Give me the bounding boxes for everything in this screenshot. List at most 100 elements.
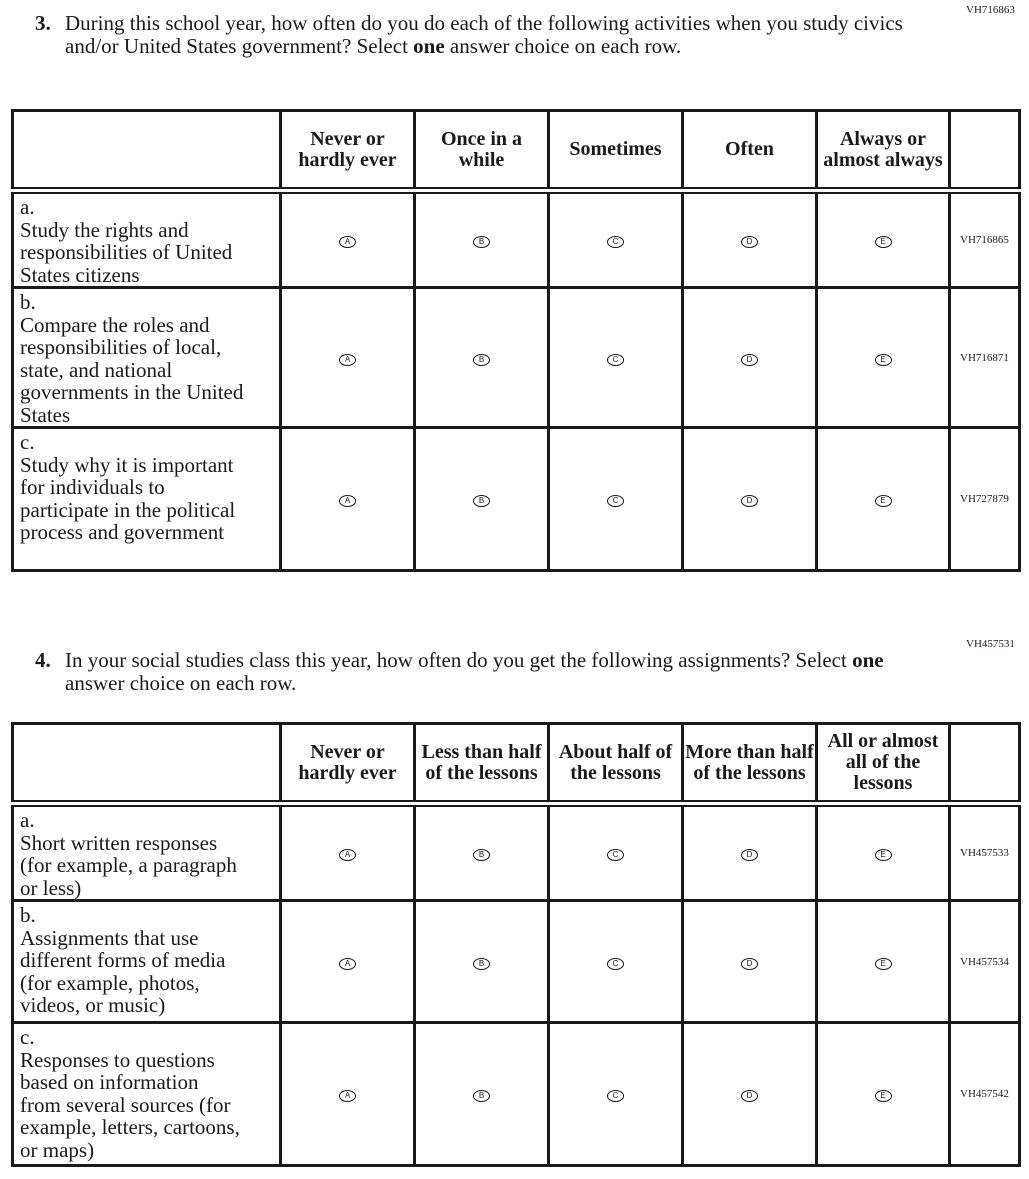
table-row: a.Study the rights and responsibilities …	[11, 189, 1021, 289]
answer-bubble-a[interactable]: A	[339, 1090, 356, 1102]
answer-cell: A	[279, 189, 416, 289]
answer-bubble-c[interactable]: C	[607, 236, 624, 248]
column-header: Always or almost always	[815, 109, 951, 194]
answer-bubble-c[interactable]: C	[607, 353, 624, 366]
column-header: Never or hardly ever	[279, 722, 416, 807]
table-row: b.Assignments that use different forms o…	[11, 899, 1021, 1024]
answer-bubble-b[interactable]: B	[473, 957, 490, 970]
answer-bubble-d[interactable]: D	[741, 849, 758, 861]
answer-bubble-a[interactable]: A	[339, 353, 356, 366]
column-header: All or almost all of the lessons	[815, 722, 951, 807]
answer-cell: E	[815, 189, 951, 289]
prompt-emphasis: one	[413, 34, 445, 58]
answer-cell: A	[279, 899, 416, 1024]
answer-cell: E	[815, 899, 951, 1024]
question-4-id: VH457531	[966, 638, 1015, 650]
row-id: VH457533	[948, 802, 1021, 902]
row-text: Assignments that use different forms of …	[20, 925, 226, 1017]
answer-bubble-d[interactable]: D	[741, 1090, 758, 1102]
answer-bubble-b[interactable]: B	[473, 236, 490, 248]
column-header: Often	[681, 109, 818, 194]
row-letter: b.	[20, 290, 36, 314]
answer-bubble-a[interactable]: A	[339, 495, 356, 507]
question-4-prompt: 4. In your social studies class this yea…	[35, 649, 915, 695]
prompt-text: During this school year, how often do yo…	[65, 11, 903, 58]
header-id-blank	[948, 109, 1021, 194]
answer-bubble-e[interactable]: E	[874, 1090, 892, 1102]
answer-bubble-a[interactable]: A	[339, 236, 356, 248]
answer-cell: A	[279, 426, 416, 572]
answer-bubble-c[interactable]: C	[607, 1090, 624, 1102]
answer-cell: E	[815, 802, 951, 902]
answer-bubble-e[interactable]: E	[874, 957, 892, 970]
row-label: b.Compare the roles and responsibilities…	[11, 286, 282, 429]
question-4-table: Never or hardly ever Less than half of th…	[11, 722, 1021, 1167]
prompt-text-end: answer choice on each row.	[65, 671, 297, 695]
answer-cell: A	[279, 286, 416, 429]
column-header: Sometimes	[547, 109, 684, 194]
answer-bubble-d[interactable]: D	[741, 495, 758, 507]
answer-cell: B	[413, 802, 550, 902]
row-id: VH716865	[948, 189, 1021, 289]
row-id: VH457534	[948, 899, 1021, 1024]
answer-bubble-c[interactable]: C	[607, 495, 624, 507]
answer-bubble-b[interactable]: B	[473, 849, 490, 861]
row-label: c.Responses to questions based on inform…	[11, 1021, 282, 1167]
column-header: Never or hardly ever	[279, 109, 416, 194]
table-row: c.Study why it is important for individu…	[11, 426, 1021, 572]
answer-cell: C	[547, 899, 684, 1024]
row-id: VH457542	[948, 1021, 1021, 1167]
answer-bubble-a[interactable]: A	[339, 849, 356, 861]
row-letter: a.	[20, 808, 35, 832]
row-text: Study the rights and responsibilities of…	[20, 217, 233, 287]
answer-cell: D	[681, 899, 818, 1024]
answer-bubble-d[interactable]: D	[741, 353, 758, 366]
answer-cell: A	[279, 1021, 416, 1167]
header-blank	[11, 109, 282, 194]
row-label: c.Study why it is important for individu…	[11, 426, 282, 572]
answer-bubble-a[interactable]: A	[339, 957, 356, 970]
answer-cell: B	[413, 426, 550, 572]
prompt-text: In your social studies class this year, …	[65, 648, 853, 672]
answer-bubble-c[interactable]: C	[607, 849, 624, 861]
row-letter: c.	[20, 430, 35, 454]
answer-cell: C	[547, 802, 684, 902]
answer-bubble-e[interactable]: E	[874, 849, 892, 861]
answer-cell: B	[413, 899, 550, 1024]
row-id: VH716871	[948, 286, 1021, 429]
answer-bubble-d[interactable]: D	[741, 957, 758, 970]
column-header: Once in a while	[413, 109, 550, 194]
row-letter: a.	[20, 195, 35, 219]
prompt-text-end: answer choice on each row.	[444, 34, 682, 58]
row-label: a.Study the rights and responsibilities …	[11, 189, 282, 289]
question-3-id: VH716863	[966, 4, 1015, 16]
answer-cell: E	[815, 286, 951, 429]
table-row: b.Compare the roles and responsibilities…	[11, 286, 1021, 429]
row-text: Responses to questions based on informat…	[20, 1047, 240, 1162]
question-3-prompt: 3. During this school year, how often do…	[35, 12, 915, 58]
question-number: 4.	[35, 648, 51, 672]
row-text: Compare the roles and responsibilities o…	[20, 312, 244, 427]
row-text: Short written responses (for example, a …	[20, 830, 237, 900]
row-letter: c.	[20, 1025, 35, 1049]
answer-cell: D	[681, 802, 818, 902]
answer-bubble-b[interactable]: B	[473, 1090, 490, 1102]
answer-cell: A	[279, 802, 416, 902]
answer-cell: D	[681, 1021, 818, 1167]
answer-bubble-e[interactable]: E	[874, 236, 892, 248]
answer-cell: B	[413, 1021, 550, 1167]
column-header: More than half of the lessons	[681, 722, 818, 807]
column-header: About half of the lessons	[547, 722, 684, 807]
prompt-emphasis: one	[852, 648, 884, 672]
answer-bubble-e[interactable]: E	[874, 495, 892, 507]
answer-cell: C	[547, 189, 684, 289]
answer-bubble-b[interactable]: B	[473, 353, 490, 366]
header-id-blank	[948, 722, 1021, 807]
answer-bubble-c[interactable]: C	[607, 957, 624, 970]
answer-cell: D	[681, 286, 818, 429]
answer-cell: D	[681, 426, 818, 572]
answer-bubble-d[interactable]: D	[741, 236, 758, 248]
answer-bubble-e[interactable]: E	[874, 353, 892, 366]
answer-bubble-b[interactable]: B	[473, 495, 490, 507]
table-row: a.Short written responses (for example, …	[11, 802, 1021, 902]
